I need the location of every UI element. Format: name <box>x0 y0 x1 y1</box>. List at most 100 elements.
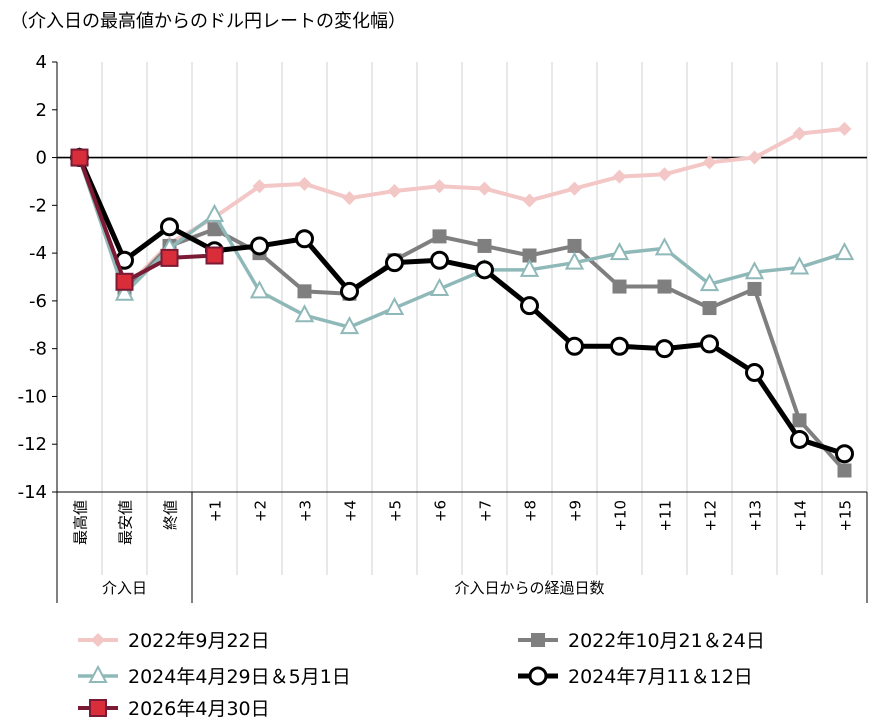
data-point <box>699 273 720 292</box>
legend-label: 2024年4月29日＆5月1日 <box>128 666 351 688</box>
y-axis: 4 2 0 -2 -4 -6 -8 -10 -12 -14 <box>18 52 58 503</box>
data-point <box>792 413 807 428</box>
data-point <box>657 279 672 294</box>
data-point <box>114 282 135 301</box>
series-line <box>77 156 846 472</box>
data-point <box>702 301 717 316</box>
data-point <box>522 248 537 263</box>
data-point <box>115 272 134 291</box>
data-point <box>250 236 269 256</box>
data-point <box>339 316 360 335</box>
legend-item: 2024年7月11＆12日 <box>518 666 753 688</box>
legend-label: 2022年10月21＆24日 <box>568 630 765 652</box>
data-point <box>429 277 450 296</box>
data-point <box>477 238 492 253</box>
data-point <box>387 184 402 198</box>
y-tick-label: 4 <box>36 52 47 73</box>
y-tick-label: -8 <box>29 339 47 360</box>
legend-item: 2026年4月30日 <box>78 698 270 720</box>
data-point <box>610 336 629 356</box>
legend-label: 2022年9月22日 <box>128 630 270 652</box>
data-point <box>528 666 548 686</box>
data-point <box>160 248 179 267</box>
data-point <box>745 363 764 383</box>
data-point <box>702 155 717 170</box>
data-point <box>207 222 222 237</box>
data-point <box>522 193 537 208</box>
y-tick-label: -12 <box>18 434 47 455</box>
data-point <box>204 203 225 222</box>
data-point <box>519 258 540 277</box>
series-line <box>77 156 215 284</box>
legend-item: 2022年10月21＆24日 <box>518 630 765 652</box>
data-point <box>564 251 585 270</box>
series-3 <box>69 146 855 335</box>
x-tick-label: +4 <box>342 500 360 522</box>
data-point <box>655 339 674 359</box>
data-point <box>700 334 719 354</box>
x-tick-label: +10 <box>612 500 630 532</box>
group-label: 介入日からの経過日数 <box>454 579 604 597</box>
x-tick-label: +1 <box>207 500 225 522</box>
data-point <box>835 444 854 464</box>
data-point <box>837 121 852 136</box>
x-tick-label: 終値 <box>162 500 180 530</box>
data-point <box>792 126 807 141</box>
y-tick-label: -2 <box>29 195 47 216</box>
data-point <box>340 281 359 301</box>
data-point <box>70 148 89 167</box>
x-tick-label: +11 <box>657 500 675 532</box>
data-point <box>252 179 267 194</box>
data-point <box>88 664 108 683</box>
x-tick-label: +7 <box>477 500 495 522</box>
x-tick-label: +6 <box>432 500 450 522</box>
y-tick-label: -14 <box>18 482 47 503</box>
x-tick-label: 最安値 <box>117 500 135 545</box>
data-point <box>612 169 627 184</box>
x-tick-label: +3 <box>297 500 315 522</box>
data-point <box>295 229 314 249</box>
data-point <box>385 253 404 273</box>
x-tick-label: +12 <box>702 500 720 532</box>
y-tick-label: -6 <box>29 291 47 312</box>
data-point <box>520 296 539 316</box>
series-5 <box>70 148 224 291</box>
data-point <box>565 336 584 356</box>
data-point <box>475 260 494 280</box>
data-point <box>432 179 447 194</box>
data-point <box>297 176 312 191</box>
data-point <box>531 633 545 647</box>
series-layer <box>69 121 855 478</box>
x-tick-label: +14 <box>792 500 810 532</box>
data-point <box>294 304 315 323</box>
chart-title: （介入日の最高値からのドル円レートの変化幅） <box>10 11 406 32</box>
data-point <box>747 150 762 165</box>
y-tick-label: -10 <box>18 386 47 407</box>
x-tick-label: +2 <box>252 500 270 522</box>
data-point <box>91 633 105 647</box>
data-point <box>477 181 492 196</box>
data-point <box>789 256 810 275</box>
data-point <box>747 281 762 296</box>
y-tick-label: -4 <box>29 243 47 264</box>
data-point <box>89 699 107 717</box>
data-point <box>249 280 270 299</box>
data-point <box>837 463 852 478</box>
data-point <box>205 246 224 265</box>
x-tick-label: +13 <box>747 500 765 532</box>
data-point <box>384 296 405 316</box>
x-tick-label: +9 <box>567 500 585 522</box>
legend-item: 2024年4月29日＆5月1日 <box>78 664 351 688</box>
y-tick-label: 2 <box>36 100 47 121</box>
legend-item: 2022年9月22日 <box>78 630 270 652</box>
data-point <box>430 250 449 270</box>
x-tick-label: +15 <box>837 500 855 532</box>
data-point <box>342 191 357 206</box>
x-tick-label: 最高値 <box>72 500 90 545</box>
data-point <box>432 229 447 244</box>
y-tick-label: 0 <box>36 148 47 169</box>
data-point <box>160 217 179 237</box>
data-point <box>790 429 809 449</box>
data-point <box>609 241 630 261</box>
